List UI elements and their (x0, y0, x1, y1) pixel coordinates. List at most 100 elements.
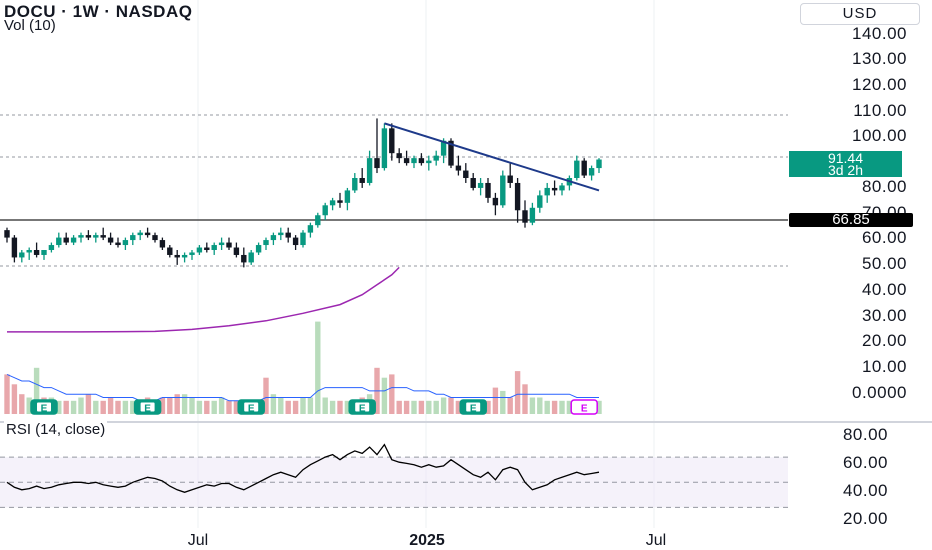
trendline (384, 122, 600, 192)
volume-bar (285, 400, 291, 414)
volume-bar (433, 400, 439, 414)
candle (300, 230, 306, 248)
candle (204, 242, 210, 253)
candle (551, 180, 558, 196)
candle (33, 242, 40, 258)
earnings-marker-label: E (581, 404, 588, 415)
volume-bar (514, 371, 521, 414)
candle-body (233, 247, 240, 255)
candle (322, 202, 328, 221)
earnings-marker-inner (244, 402, 259, 412)
earnings-marker-inner (466, 402, 481, 412)
candle-body (204, 247, 210, 250)
candle (337, 192, 343, 208)
volume-bar (329, 400, 336, 414)
candle (19, 250, 25, 263)
earnings-marker-label: E (470, 404, 477, 415)
candle (329, 197, 336, 211)
candle (278, 227, 284, 241)
candle-body (507, 175, 513, 183)
volume-legend: Vol (10) (4, 17, 56, 34)
candle (374, 118, 380, 174)
rsi-tick-label: 80.00 (843, 425, 888, 444)
candle (389, 123, 395, 161)
candle (381, 123, 388, 171)
candle (4, 227, 10, 243)
rsi-band (0, 457, 788, 508)
candle (226, 237, 232, 250)
price-tick-label: 40.00 (862, 280, 907, 299)
candle-body (226, 242, 232, 248)
candle (144, 227, 151, 238)
volume-bar (300, 397, 306, 414)
volume-bar (11, 384, 18, 414)
volume-bar (107, 397, 114, 414)
candle-body (470, 178, 476, 188)
volume-bar (411, 400, 417, 414)
candle-body (4, 230, 10, 238)
price-tick-label: 100.00 (852, 126, 907, 145)
candle-body (433, 155, 439, 161)
candle-body (159, 240, 166, 248)
candle-body (285, 232, 291, 238)
volume-bar (492, 387, 499, 414)
price-tick-label: 130.00 (852, 49, 907, 68)
candle-body (381, 128, 388, 169)
earnings-marker-upcoming: E (570, 399, 598, 415)
symbol-title[interactable]: DOCU · 1W · NASDAQ (4, 2, 193, 21)
candle-body (322, 205, 328, 216)
candle-body (48, 245, 55, 250)
volume-bar (507, 397, 513, 414)
earnings-marker: E (459, 399, 487, 415)
candle (418, 153, 425, 166)
candle (574, 155, 580, 181)
candle-body (167, 247, 173, 255)
earnings-marker: E (237, 399, 265, 415)
volume-bar (448, 397, 454, 414)
volume-bar (100, 400, 106, 414)
earnings-marker-label: E (41, 404, 48, 415)
volume-bar (218, 397, 225, 414)
candle (196, 245, 203, 255)
price-tick-label: 110.00 (853, 101, 907, 120)
candle-body (492, 197, 499, 206)
candle-body (41, 250, 47, 255)
currency-selector[interactable]: USD (800, 3, 920, 25)
candle-body (426, 160, 432, 164)
candle (85, 230, 92, 241)
candle-body (366, 158, 373, 183)
price-tick-label: 60.00 (862, 228, 907, 247)
volume-bar (522, 384, 528, 414)
candle (477, 178, 484, 196)
price-tick-label: 20.00 (862, 331, 907, 350)
candle (485, 178, 491, 203)
candle (248, 250, 254, 265)
time-axis-label: Jul (646, 532, 666, 549)
candle (492, 192, 499, 216)
candle-body (152, 235, 158, 241)
candle-body (270, 235, 277, 241)
candle-body (485, 182, 491, 198)
candle-body (440, 140, 447, 156)
volume-bar (485, 400, 491, 414)
candle (403, 150, 410, 166)
volume-bar (167, 397, 173, 414)
candle (507, 163, 513, 188)
candle (100, 227, 106, 241)
candle-body (396, 153, 402, 159)
candle-body (315, 215, 321, 226)
candle (181, 252, 188, 263)
earnings-marker-label: E (248, 404, 255, 415)
volume-bar (93, 400, 99, 414)
candle-body (300, 232, 306, 246)
level-price-badge: 66.85 (789, 212, 913, 227)
volume-ma-line (6, 373, 599, 402)
candle (233, 242, 240, 258)
volume-bar (78, 397, 84, 414)
candle (514, 178, 521, 223)
rsi-line (6, 443, 600, 493)
volume-bar (440, 397, 447, 414)
candle (26, 247, 32, 260)
volume-bar (596, 400, 602, 414)
